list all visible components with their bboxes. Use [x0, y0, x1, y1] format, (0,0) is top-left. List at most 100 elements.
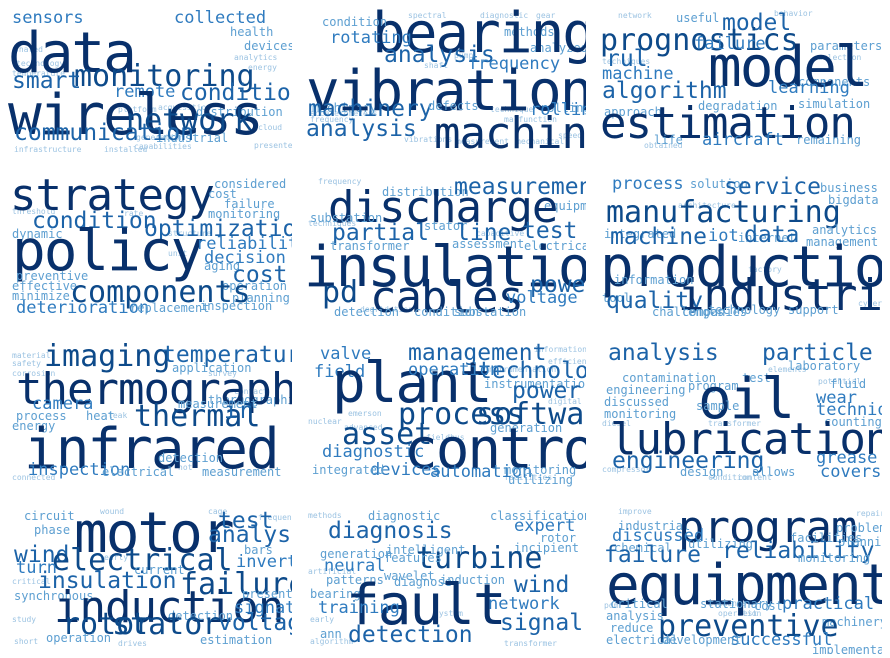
- cloud-word: discussed: [604, 395, 670, 409]
- cloud-word: industrial: [678, 270, 882, 320]
- cloud-word: substation: [454, 305, 527, 319]
- cloud-word: best: [738, 609, 758, 618]
- cloud-word: monitoring: [74, 59, 255, 94]
- cloud-word: development: [662, 633, 742, 647]
- cloud-word: transformer: [330, 239, 410, 253]
- cloud-word: test: [218, 508, 274, 534]
- cloud-word: management: [408, 340, 547, 366]
- cloud-word: iot: [708, 226, 739, 246]
- cloud-word: techniques: [308, 219, 357, 228]
- cloud-word: expert: [514, 516, 576, 536]
- cloud-word: insulation: [38, 568, 177, 594]
- cloud-word: devices: [370, 460, 442, 480]
- cloud-word: rolling: [530, 100, 586, 120]
- word-cloud-panel-11: artificial early algorithm transformer s…: [304, 506, 586, 654]
- cloud-word: diagnostic: [480, 11, 529, 20]
- cloud-word: operation: [718, 609, 762, 618]
- cloud-word: substation: [310, 211, 383, 225]
- cloud-word: internet: [738, 231, 796, 245]
- cloud-word: test: [742, 371, 771, 385]
- cloud-word: measurement: [456, 137, 509, 146]
- cloud-word: analytics: [234, 53, 278, 62]
- cloud-word: rul: [606, 46, 648, 72]
- cloud-word: bearing: [310, 587, 361, 601]
- cloud-word: heat: [86, 409, 115, 423]
- cloud-word: counting: [824, 415, 882, 429]
- cloud-word: survey: [208, 369, 237, 378]
- cloud-word: machine: [434, 108, 586, 155]
- cloud-word: reduce: [610, 621, 654, 635]
- cloud-word: estimation: [200, 633, 273, 647]
- cloud-word: successful: [730, 630, 833, 650]
- word-cloud-panel-1: industrial technology platform health de…: [8, 6, 292, 154]
- cloud-word: rate: [124, 209, 144, 218]
- cloud-word: reliability: [196, 234, 292, 254]
- cloud-word: drives: [118, 639, 147, 648]
- cloud-word: operation: [46, 631, 112, 645]
- cloud-word: instrumentation: [484, 365, 557, 374]
- cloud-word: wavelet: [384, 569, 435, 583]
- word-cloud-panel-2: frequency pump shaft spectral diagnostic…: [304, 6, 586, 154]
- cloud-word: vibration: [306, 59, 586, 124]
- cloud-word: line: [456, 220, 512, 246]
- cloud-word: model: [722, 10, 792, 36]
- cloud-word: cables: [370, 272, 524, 320]
- cloud-word: wind: [514, 572, 570, 598]
- word-cloud-panel-6: factory cyber integrated solution archit…: [598, 172, 882, 320]
- cloud-word: patterns: [326, 573, 384, 587]
- cloud-word: detection: [158, 451, 224, 465]
- cloud-word: components: [70, 275, 251, 310]
- cloud-word: power: [530, 272, 586, 298]
- cloud-word: communication: [14, 120, 195, 146]
- cloud-word: rotating: [330, 28, 412, 48]
- cloud-word: imaging: [44, 340, 171, 374]
- cloud-word: transformer: [708, 419, 761, 428]
- cloud-word: cost: [754, 599, 783, 613]
- cloud-word: tool: [602, 291, 631, 305]
- cloud-word: plant: [332, 351, 493, 416]
- cloud-word: fault: [346, 573, 507, 638]
- cloud-word: components: [798, 75, 871, 89]
- cloud-word: generation: [320, 547, 393, 561]
- cloud-word: production: [600, 235, 882, 300]
- cloud-word: covers: [820, 462, 882, 482]
- cloud-word: study: [12, 615, 37, 624]
- cloud-word: field: [314, 362, 366, 382]
- cloud-word: inverter: [236, 552, 292, 572]
- cloud-word: estimation: [600, 98, 856, 149]
- cloud-word: generation: [490, 421, 563, 435]
- cloud-word: equipment: [606, 553, 882, 618]
- cloud-word: stator: [424, 219, 468, 233]
- cloud-word: camera: [32, 394, 94, 414]
- cloud-word: factory: [748, 265, 782, 274]
- cloud-word: temperature: [12, 69, 65, 78]
- cloud-word: grease: [816, 448, 878, 468]
- cloud-word: engineering: [612, 448, 765, 474]
- cloud-word: signal: [500, 610, 584, 636]
- cloud-word: machine: [610, 224, 707, 250]
- cloud-word: remote: [114, 82, 176, 102]
- cloud-word: techniques: [602, 57, 651, 66]
- cloud-word: early: [104, 553, 129, 562]
- cloud-word: network: [126, 103, 253, 138]
- cloud-word: analysis: [384, 42, 495, 68]
- word-cloud-panel-7: corrosion safety material connected hot …: [8, 340, 292, 488]
- cloud-word: effective: [12, 279, 78, 293]
- cloud-word: facilities: [504, 473, 553, 482]
- cloud-word: wound: [100, 507, 125, 516]
- cloud-word: data: [744, 222, 800, 248]
- cloud-word: considered: [214, 177, 287, 191]
- cloud-word: technology: [16, 59, 65, 68]
- cloud-word: rotor: [62, 607, 153, 642]
- cloud-word: signature: [234, 598, 292, 618]
- cloud-word: failure: [694, 34, 766, 54]
- cloud-word: condition: [32, 208, 157, 234]
- cloud-word: cage: [208, 507, 228, 516]
- cloud-word: motor: [74, 506, 235, 566]
- cloud-word: infrastructure: [14, 145, 82, 154]
- word-cloud-panel-10: early critical wound cage frequency driv…: [8, 506, 292, 654]
- cloud-word: methods: [308, 511, 342, 520]
- cloud-word: industrial: [618, 519, 691, 533]
- cloud-word: information: [534, 345, 586, 354]
- cloud-word: short: [14, 637, 39, 646]
